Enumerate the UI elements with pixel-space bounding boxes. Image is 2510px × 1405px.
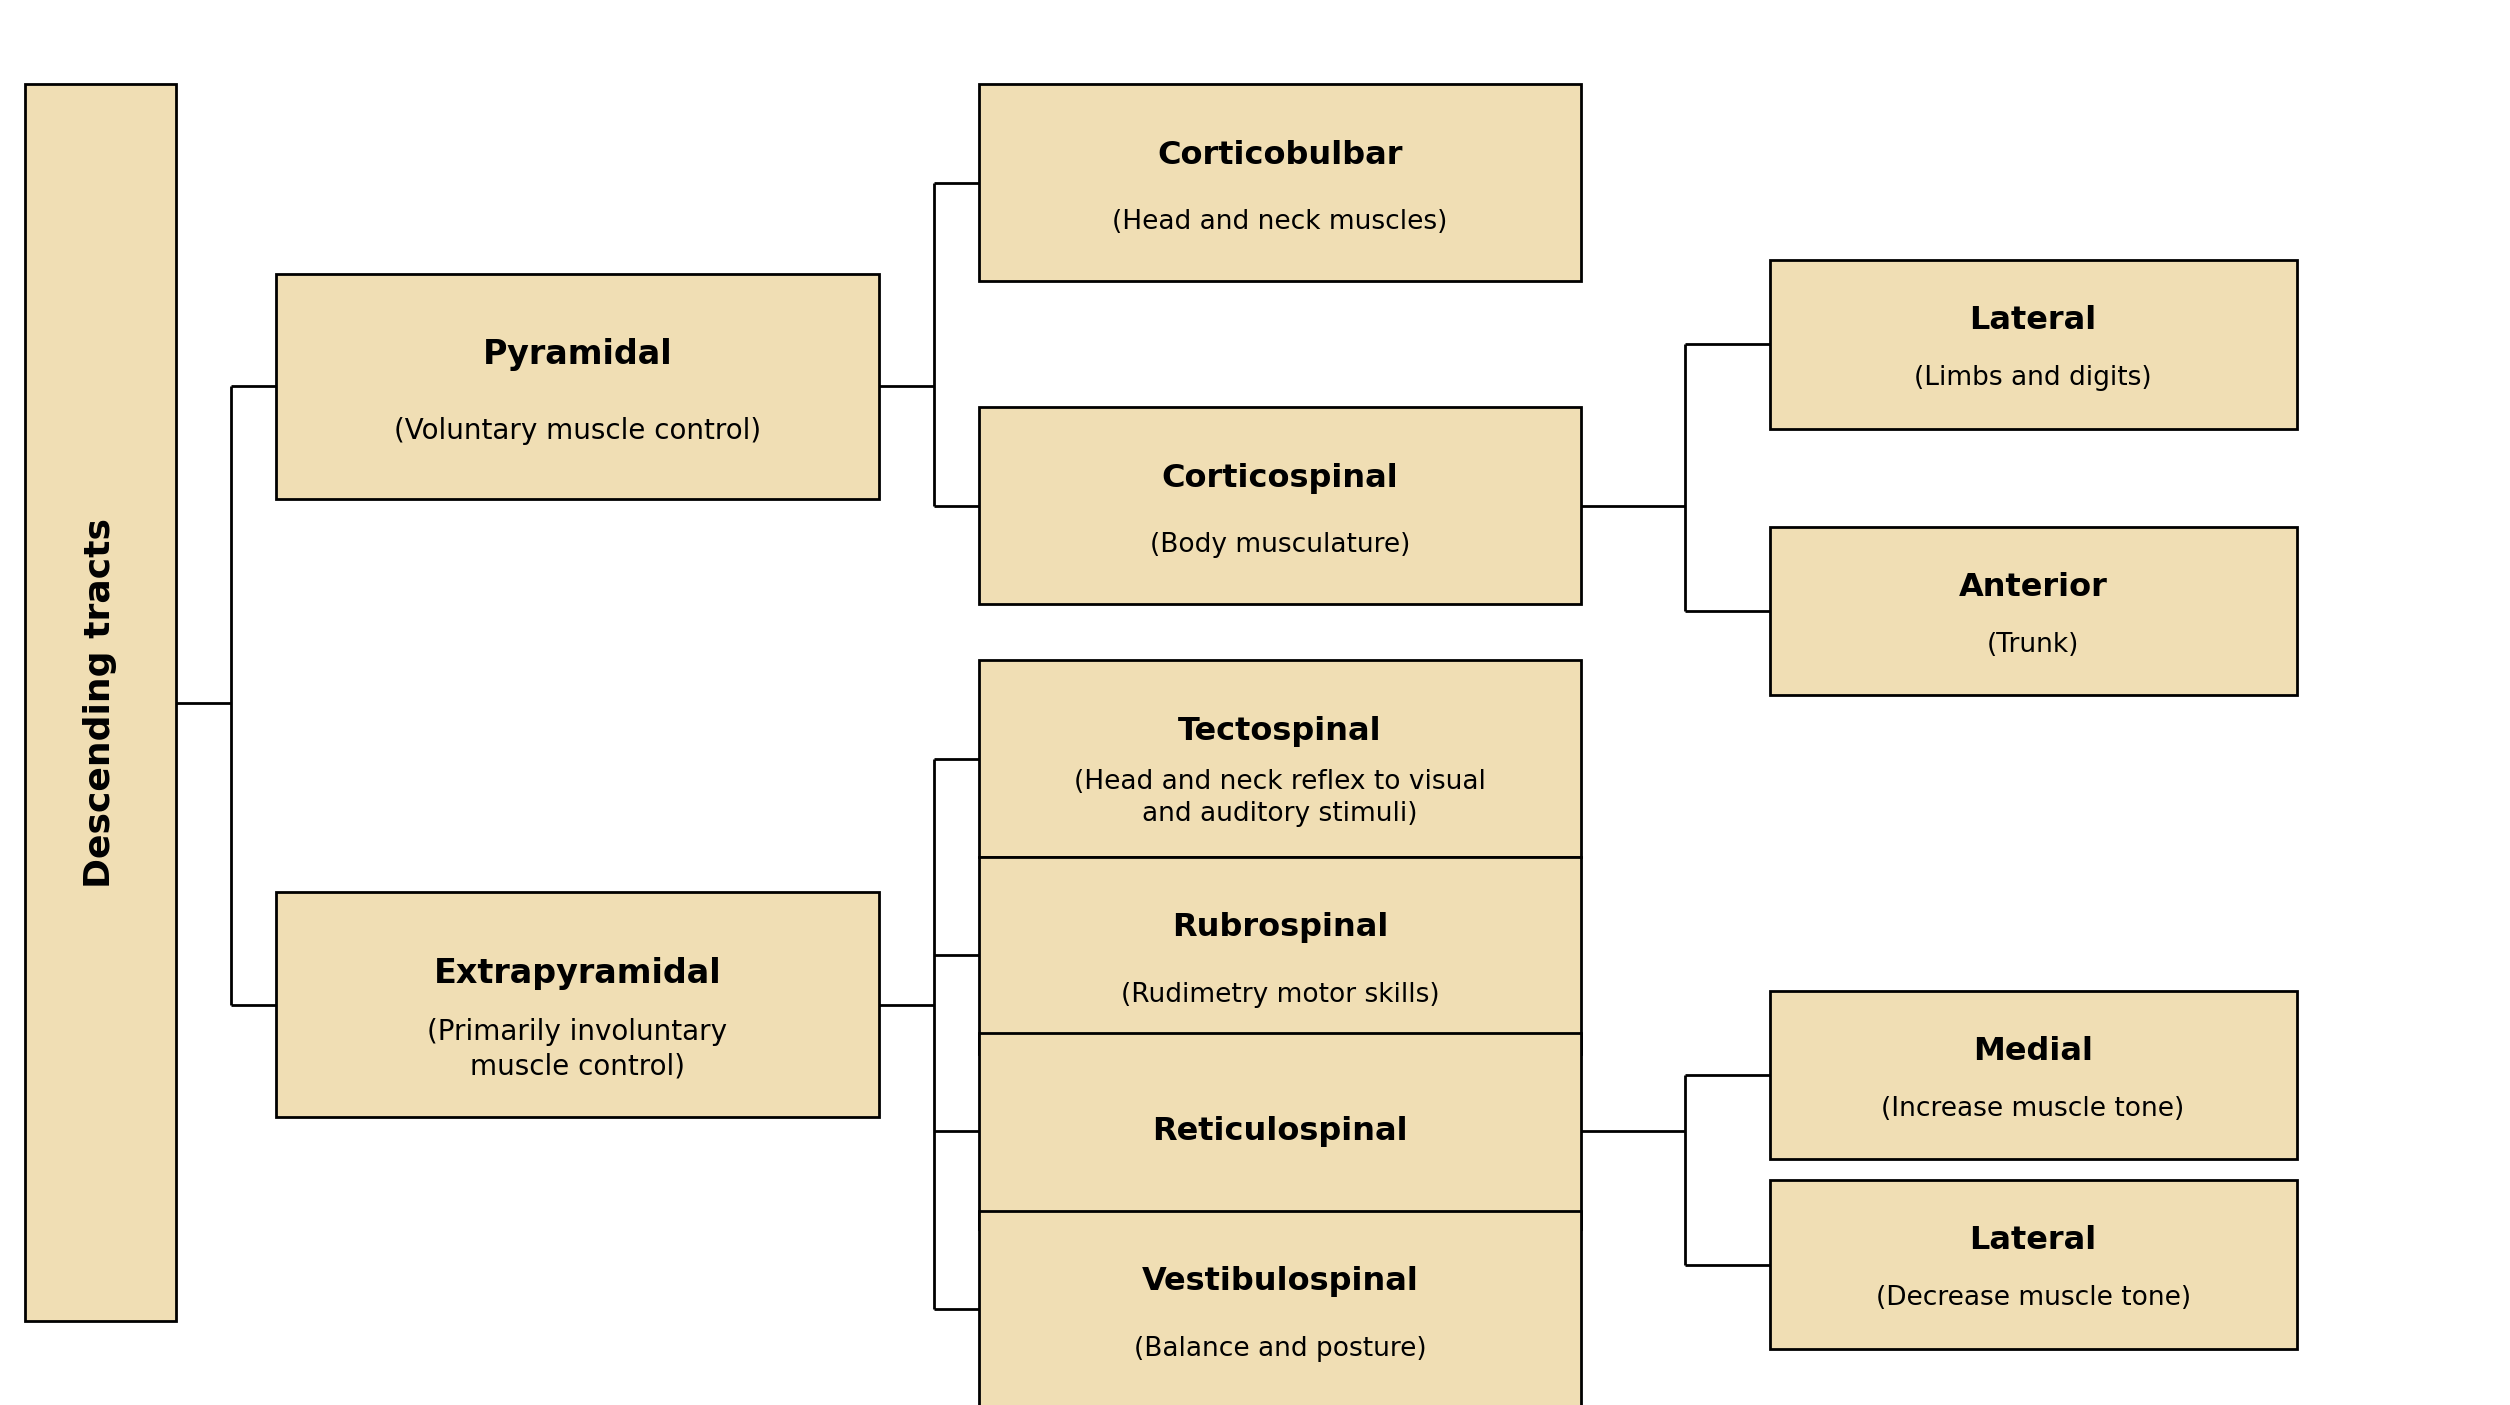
Text: Tectospinal: Tectospinal <box>1177 715 1383 746</box>
Text: (Primarily involuntary
muscle control): (Primarily involuntary muscle control) <box>427 1019 728 1080</box>
FancyBboxPatch shape <box>1770 991 2297 1159</box>
Text: Vestibulospinal: Vestibulospinal <box>1142 1266 1418 1297</box>
FancyBboxPatch shape <box>979 407 1581 604</box>
Text: (Limbs and digits): (Limbs and digits) <box>1915 365 2151 391</box>
Text: Medial: Medial <box>1973 1035 2093 1066</box>
FancyBboxPatch shape <box>276 892 878 1117</box>
Text: Lateral: Lateral <box>1970 305 2096 336</box>
Text: (Trunk): (Trunk) <box>1988 632 2078 658</box>
Text: Extrapyramidal: Extrapyramidal <box>434 957 720 989</box>
Text: (Increase muscle tone): (Increase muscle tone) <box>1882 1096 2184 1121</box>
Text: (Rudimetry motor skills): (Rudimetry motor skills) <box>1122 982 1438 1007</box>
Text: (Decrease muscle tone): (Decrease muscle tone) <box>1875 1286 2191 1311</box>
Text: (Head and neck reflex to visual
and auditory stimuli): (Head and neck reflex to visual and audi… <box>1074 769 1486 828</box>
Text: Reticulospinal: Reticulospinal <box>1152 1116 1408 1146</box>
Text: (Voluntary muscle control): (Voluntary muscle control) <box>394 417 761 445</box>
FancyBboxPatch shape <box>25 84 176 1321</box>
Text: (Body musculature): (Body musculature) <box>1150 532 1411 558</box>
FancyBboxPatch shape <box>979 857 1581 1054</box>
Text: Corticospinal: Corticospinal <box>1162 462 1398 493</box>
FancyBboxPatch shape <box>979 660 1581 857</box>
FancyBboxPatch shape <box>1770 527 2297 695</box>
FancyBboxPatch shape <box>276 274 878 499</box>
Text: Pyramidal: Pyramidal <box>482 339 673 371</box>
FancyBboxPatch shape <box>979 1211 1581 1405</box>
Text: (Balance and posture): (Balance and posture) <box>1135 1336 1426 1361</box>
Text: (Head and neck muscles): (Head and neck muscles) <box>1112 209 1448 235</box>
FancyBboxPatch shape <box>1770 260 2297 429</box>
Text: Rubrospinal: Rubrospinal <box>1172 912 1388 943</box>
Text: Corticobulbar: Corticobulbar <box>1157 139 1403 170</box>
Text: Descending tracts: Descending tracts <box>83 517 118 888</box>
FancyBboxPatch shape <box>1770 1180 2297 1349</box>
FancyBboxPatch shape <box>979 1033 1581 1229</box>
FancyBboxPatch shape <box>979 84 1581 281</box>
Text: Lateral: Lateral <box>1970 1225 2096 1256</box>
Text: Anterior: Anterior <box>1958 572 2108 603</box>
